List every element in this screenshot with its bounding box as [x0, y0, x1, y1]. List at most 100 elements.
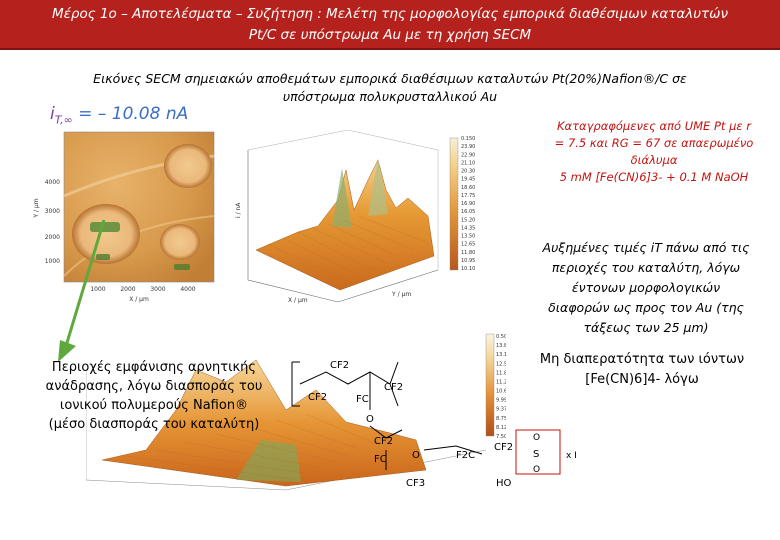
plot3d-xlabel: X / μm — [288, 297, 308, 304]
plot3d-ylabel: Y / μm — [391, 291, 411, 298]
nafion-oh: HO — [496, 478, 512, 489]
map-xtick: 4000 — [180, 286, 195, 293]
colorbar-tick-label: 10.95 — [461, 258, 475, 264]
impermeability-line1: Μη διαπερατότητα των ιόντων — [539, 352, 745, 367]
impermeability-text: Μη διαπερατότητα των ιόντων [Fe(CN)6]4- … — [510, 350, 774, 390]
regions-text: Περιοχές εμφάνισης αρνητικής ανάδρασης, … — [20, 358, 288, 434]
colorbar-tick-label: 10.10 — [461, 266, 475, 272]
map-xlabel: X / μm — [129, 296, 149, 303]
nafion-cf3: CF3 — [406, 478, 425, 489]
colorbar-tick-label: 11.85 — [496, 370, 506, 376]
colorbar-tick-label: 16.05 — [461, 209, 475, 215]
current-symbol: i — [50, 104, 55, 124]
colorbar-tick-label: 10.60 — [496, 389, 506, 395]
arrow-shaft — [64, 219, 106, 347]
colorbar-tick-label: 9.370 — [496, 407, 506, 413]
observation-line5: τάξεως των 25 μm) — [583, 320, 709, 335]
conditions-text: Καταγραφόμενες από UME Pt με r = 7.5 και… — [536, 118, 772, 186]
map-ytick: 2000 — [45, 234, 60, 241]
sulfonate-box — [515, 429, 561, 475]
map-xtick: 1000 — [90, 286, 105, 293]
colorbar-tick-label: 11.25 — [496, 379, 506, 385]
colorbar-tick-label: 12.50 — [496, 361, 506, 367]
nafion-region — [96, 254, 110, 260]
nafion-o: O — [533, 465, 540, 475]
conditions-line4: 5 mM [Fe(CN)6]3- + 0.1 M NaOH — [559, 170, 749, 184]
colorbar-tick-label: 12.65 — [461, 242, 475, 248]
arrow-head — [58, 340, 76, 362]
regions-line1: Περιοχές εμφάνισης αρνητικής — [51, 360, 257, 375]
nafion-s: S — [533, 449, 539, 460]
colorbar-tick-label: 20.30 — [461, 169, 475, 175]
colorbar-tick-label: 13.85 — [496, 343, 506, 349]
secm-3d-plot-bottom: 0.500 13.85 13.15 12.50 11.85 11.25 10.60 9.990… — [86, 333, 506, 491]
nafion-region — [90, 222, 120, 232]
nafion-structure: CF2 CF2 CF2 FC O CF2 FC CF3 O F2C CF2 S … — [291, 360, 576, 489]
pointer-arrow — [58, 219, 106, 362]
observation-line3: έντονων μορφολογικών — [571, 280, 721, 295]
colorbar-2 — [485, 333, 495, 437]
nafion-hydration: x H2O — [566, 451, 576, 461]
nafion-cf2: CF2 — [494, 442, 513, 453]
plot3d-peak — [332, 168, 352, 228]
slide-title-line1: Μέρος 1ο – Αποτελέσματα – Συζήτηση : Μελ… — [51, 6, 729, 22]
colorbar-tick-label: 17.75 — [461, 193, 475, 199]
slide-title-line2: Pt/C σε υπόστρωμα Au με τη χρήση SECM — [248, 27, 532, 43]
colorbar-tick-label: 22.90 — [461, 152, 475, 158]
nafion-cf2: CF2 — [384, 382, 403, 393]
plot3d-axis — [247, 130, 439, 270]
colorbar-tick-label: 8.750 — [496, 416, 506, 422]
current-subscript: T,∞ — [54, 113, 73, 127]
colorbar-tick-label: 8.125 — [496, 425, 506, 431]
nafion-cf2: CF2 — [308, 392, 327, 403]
nafion-cf2: CF2 — [374, 436, 393, 447]
colorbar-1-ticks: 0.150 23.90 22.90 21.10 20.30 19.45 18.60 17.75… — [461, 136, 475, 272]
observation-line1: Αυξημένες τιμές iT πάνω από τις — [542, 240, 750, 255]
slide-title-bar: Μέρος 1ο – Αποτελέσματα – Συζήτηση : Μελ… — [0, 0, 780, 50]
map-ytick: 4000 — [45, 179, 60, 186]
colorbar-tick-label: 13.50 — [461, 234, 475, 240]
map-ylabel: Y / μm — [33, 198, 40, 218]
catalyst-spot-large — [72, 204, 140, 264]
colorbar-tick-label: 23.90 — [461, 144, 475, 150]
colorbar-tick-label: 16.90 — [461, 201, 475, 207]
regions-line2: ανάδρασης, λόγω διασποράς του — [45, 379, 263, 394]
conditions-line2: = 7.5 και RG = 67 σε απαερωμένο — [554, 136, 754, 150]
subtitle-line2: υπόστρωμα πολυκρυσταλλικού Au — [282, 89, 498, 104]
bond — [423, 445, 483, 455]
bond — [369, 425, 403, 439]
secm-2d-map: 4000 3000 2000 1000 1000 2000 3000 4000 … — [33, 131, 215, 303]
colorbar-2-ticks: 0.500 13.85 13.15 12.50 11.85 11.25 10.60 9.990… — [496, 334, 506, 440]
map-xtick: 2000 — [120, 286, 135, 293]
map-ytick: 1000 — [45, 258, 60, 265]
nafion-o: O — [533, 433, 540, 443]
map-xtick: 3000 — [150, 286, 165, 293]
colorbar-tick-label: 0.500 — [496, 334, 506, 340]
nafion-fc: FC — [374, 454, 387, 465]
plot3d-peak — [368, 158, 388, 216]
colorbar-tick-label: 11.80 — [461, 250, 475, 256]
map-ytick: 3000 — [45, 208, 60, 215]
nafion-cf2: CF2 — [330, 360, 349, 371]
colorbar-tick-label: 19.45 — [461, 177, 475, 183]
colorbar-tick-label: 7.500 — [496, 434, 506, 440]
bond — [299, 371, 391, 385]
plot3d-surface — [101, 359, 427, 487]
observation-text: Αυξημένες τιμές iT πάνω από τις περιοχές… — [516, 238, 776, 338]
regions-line3: ιονικού πολυμερούς Nafion® — [59, 398, 249, 413]
observation-line2: περιοχές του καταλύτη, λόγω — [551, 260, 741, 275]
bond — [389, 361, 399, 407]
regions-line4: (μέσο διασποράς του καταλύτη) — [48, 417, 260, 432]
colorbar-tick-label: 13.15 — [496, 352, 506, 358]
colorbar-tick-label: 15.20 — [461, 217, 475, 223]
impermeability-line2: [Fe(CN)6]4- λόγω — [585, 372, 699, 387]
observation-line4: διαφορών ως προς τον Au (της — [548, 300, 744, 315]
secm-3d-plot-top: i / nA X / μm Y / μm 0.150 23.90 22.90 21.1… — [235, 130, 475, 304]
colorbar-tick-label: 18.60 — [461, 185, 475, 191]
plot3d-zlabel: i / nA — [235, 202, 242, 218]
colorbar-tick-label: 9.990 — [496, 398, 506, 404]
colorbar-tick-label: 21.10 — [461, 160, 475, 166]
nafion-fc: FC — [356, 394, 369, 405]
catalyst-spot-mid — [160, 224, 200, 260]
slide-subtitle: Εικόνες SECM σημειακών αποθεμάτων εμπορι… — [20, 70, 760, 106]
